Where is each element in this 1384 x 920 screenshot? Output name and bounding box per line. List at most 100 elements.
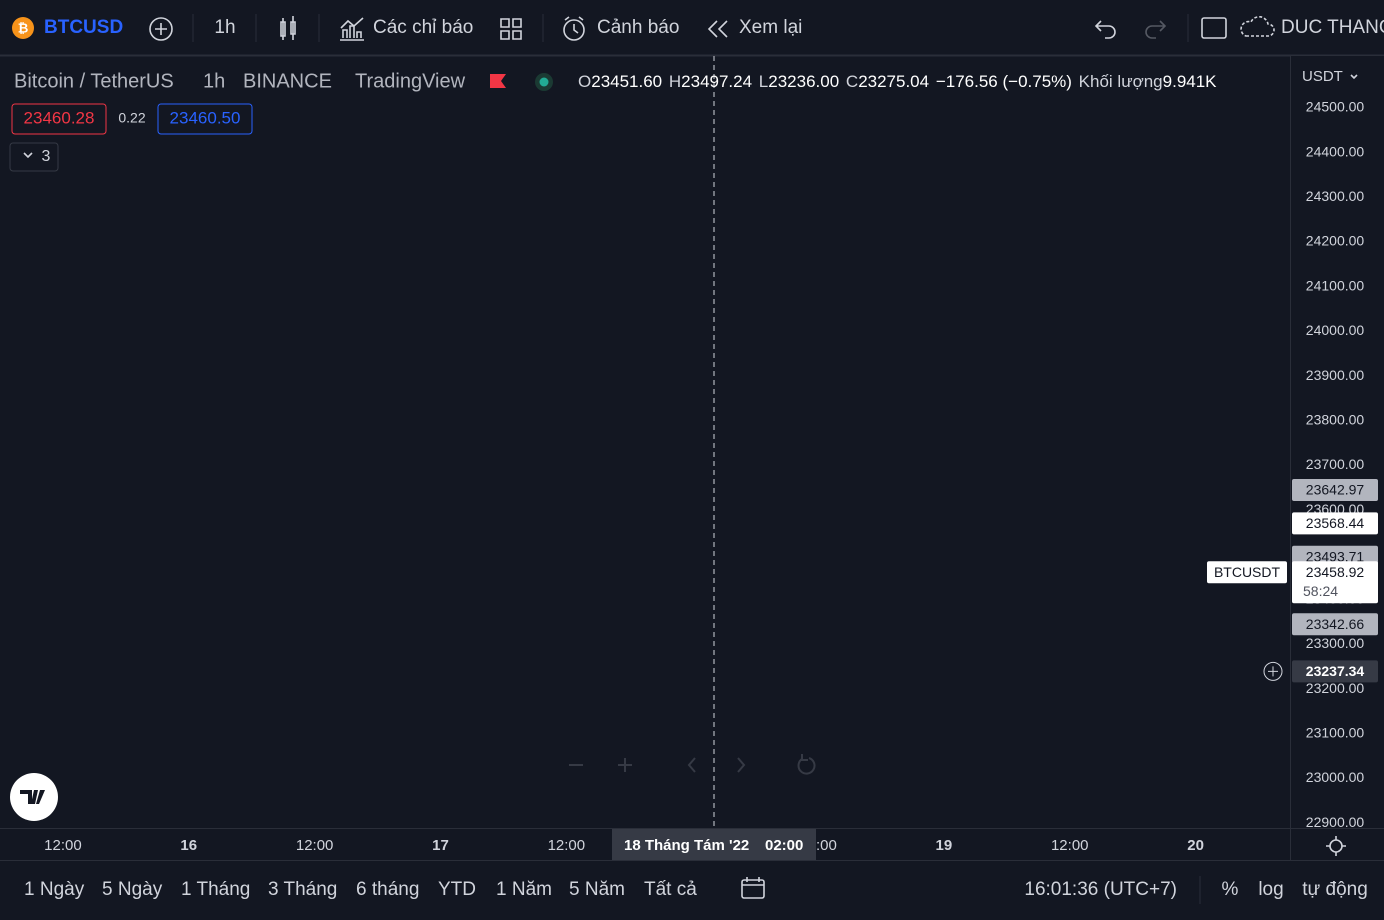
x-tick-label: 12:00	[548, 837, 586, 854]
undo-button[interactable]	[1094, 20, 1116, 39]
change: −176.56 (−0.75%)	[936, 72, 1072, 91]
flag-icon	[490, 74, 506, 88]
replay-button[interactable]: Xem lại	[739, 17, 802, 38]
ohlc-key: O	[578, 72, 591, 91]
x-tick-label: 12:00	[296, 837, 334, 854]
y-tick-label: 24000.00	[1306, 322, 1365, 338]
alert-icon	[563, 19, 585, 41]
scale-option[interactable]: %	[1222, 879, 1239, 900]
price-label: 23568.44	[1306, 515, 1365, 531]
tv-logo-mark	[20, 790, 45, 804]
range-button[interactable]: 1 Năm	[496, 879, 552, 900]
add-symbol-plus	[155, 23, 167, 35]
zoom-in[interactable]	[618, 758, 632, 772]
ohlc-key: L	[759, 72, 768, 91]
volume: 9.941K	[1163, 72, 1218, 91]
redo-button[interactable]	[1145, 20, 1167, 39]
reset[interactable]	[797, 754, 816, 775]
crosshair-hour: 02:00	[765, 837, 803, 854]
y-tick-label: 23300.00	[1306, 635, 1365, 651]
add-symbol[interactable]	[149, 17, 173, 41]
currency[interactable]: USDT	[1302, 68, 1343, 85]
price-label: 23458.92	[1306, 564, 1365, 580]
axes: 24500.00 24400.00 24300.00 24200.00 24100.00…	[44, 99, 1378, 860]
chevron	[23, 152, 33, 159]
scale-option[interactable]: tự động	[1302, 879, 1368, 900]
legend: Bitcoin / TetherUS 1h BINANCE TradingVie…	[9, 70, 1217, 172]
range-button[interactable]: 5 Ngày	[102, 879, 163, 900]
price-label: 23237.34	[1306, 663, 1365, 679]
y-tick-label: 23800.00	[1306, 412, 1365, 428]
legend-source: TradingView	[355, 70, 466, 92]
y-tick-label: 24100.00	[1306, 277, 1365, 293]
y-tick-label: 23200.00	[1306, 680, 1365, 696]
indicator-count: 3	[42, 148, 51, 165]
crosshair-time-box	[612, 829, 816, 860]
status-dot	[539, 77, 549, 87]
y-tick-label: 23700.00	[1306, 456, 1365, 472]
ohlc-value: 23275.04	[858, 72, 929, 91]
buy-box[interactable]	[157, 103, 253, 135]
x-tick-label: 16	[180, 837, 197, 854]
sell-box[interactable]	[11, 103, 107, 135]
range-button[interactable]: Tất cả	[644, 879, 697, 900]
range-button[interactable]: 1 Ngày	[24, 879, 85, 900]
y-tick-label: 24300.00	[1306, 188, 1365, 204]
user-name[interactable]: DUC THANG	[1281, 17, 1384, 38]
scroll-left[interactable]	[687, 757, 696, 773]
indicators-button[interactable]: Các chỉ báo	[373, 17, 473, 38]
y-tick-label: 22900.00	[1306, 814, 1365, 830]
x-tick-label: 17	[432, 837, 449, 854]
symbol[interactable]: BTCUSD	[44, 17, 123, 38]
ohlc-key: H	[669, 72, 681, 91]
y-tick-label: 23900.00	[1306, 367, 1365, 383]
alerts-button[interactable]: Cảnh báo	[597, 17, 679, 38]
btc-logo	[12, 17, 34, 39]
price-axis-bg	[1290, 56, 1384, 860]
btc-glyph: ₿	[18, 20, 29, 35]
range-button[interactable]: 6 tháng	[356, 879, 419, 900]
sell-price: 23460.28	[24, 108, 95, 127]
range-button[interactable]: 1 Tháng	[181, 879, 250, 900]
indicator-toggle[interactable]	[9, 142, 59, 172]
buy-price: 23460.50	[170, 108, 241, 127]
x-tick-label: 19	[936, 837, 953, 854]
date-range-button[interactable]	[741, 879, 765, 899]
countdown: 58:24	[1303, 583, 1338, 599]
clock[interactable]: 16:01:36 (UTC+7)	[1024, 879, 1177, 900]
price-label: 23642.97	[1306, 482, 1365, 498]
legend-title: Bitcoin / TetherUS	[14, 70, 174, 92]
layouts-button[interactable]	[500, 18, 522, 40]
symbol-label-box	[1207, 561, 1287, 584]
x-tick-label: 20	[1187, 837, 1204, 854]
legend-ohlc: O23451.60 H23497.24 L23236.00 C23275.04 …	[578, 72, 1217, 91]
price-label-box	[1292, 613, 1378, 636]
interval-button[interactable]: 1h	[214, 17, 235, 38]
ohlc-key: C	[846, 72, 858, 91]
range-button[interactable]: 3 Tháng	[268, 879, 337, 900]
crosshair-date: 18 Tháng Tám '22	[624, 837, 749, 854]
chart-type-button[interactable]	[280, 16, 296, 40]
x-tick-label: 12:00	[44, 837, 82, 854]
price-label: 23493.71	[1306, 548, 1365, 564]
range-button[interactable]: 5 Năm	[569, 879, 625, 900]
indicators-icon	[340, 17, 364, 41]
calendar-lines	[742, 877, 764, 886]
range-button[interactable]: YTD	[438, 879, 476, 900]
spread: 0.22	[118, 110, 145, 126]
fullscreen-button[interactable]	[1201, 17, 1227, 39]
cloud-icon	[1240, 16, 1275, 37]
scroll-right[interactable]	[737, 757, 746, 773]
price-label: 23342.66	[1306, 616, 1365, 632]
volume-label: Khối lượng	[1079, 72, 1163, 91]
price-label-box	[1292, 479, 1378, 502]
y-tick-label: 24500.00	[1306, 99, 1365, 115]
currency-chevron	[1350, 74, 1358, 80]
y-tick-label: 24200.00	[1306, 233, 1365, 249]
y-tick-label: 24400.00	[1306, 143, 1365, 159]
legend-interval: 1h	[203, 70, 225, 92]
scale-option[interactable]: log	[1258, 879, 1283, 900]
toolbar: ₿ BTCUSD 1h Các chỉ báo Cảnh báo Xem lại…	[12, 14, 1384, 42]
ohlc-value: 23451.60	[591, 72, 662, 91]
